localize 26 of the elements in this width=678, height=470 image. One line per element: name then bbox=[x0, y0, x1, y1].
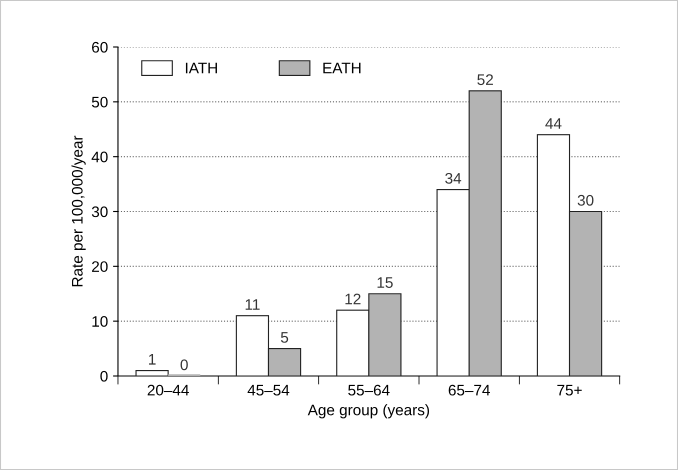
data-label: 44 bbox=[545, 118, 562, 129]
x-tick-label: 20–44 bbox=[148, 384, 189, 396]
y-tick-label: 60 bbox=[92, 42, 108, 53]
legend-label: EATH bbox=[323, 62, 360, 74]
y-tick-label: 40 bbox=[92, 152, 108, 162]
y-axis-title: Rate per 100,000/year bbox=[71, 136, 86, 286]
y-tick-label: 30 bbox=[92, 206, 108, 218]
data-label: 15 bbox=[378, 277, 393, 288]
x-tick-label: 45–54 bbox=[248, 384, 290, 396]
data-label: 1 bbox=[149, 354, 156, 365]
y-tick-label: 20 bbox=[92, 261, 108, 272]
legend-label: IATH bbox=[186, 62, 217, 74]
data-label: 12 bbox=[345, 294, 361, 304]
data-label: 30 bbox=[578, 194, 594, 206]
x-axis-title: Age group (years) bbox=[308, 404, 430, 418]
x-tick-label: 55–64 bbox=[348, 384, 390, 396]
data-label: 34 bbox=[445, 172, 462, 184]
data-label: 52 bbox=[477, 74, 493, 86]
x-tick-label: 65–74 bbox=[448, 384, 490, 396]
data-label: 11 bbox=[246, 299, 260, 310]
y-tick-label: 0 bbox=[100, 370, 108, 382]
y-tick-label: 10 bbox=[92, 316, 108, 327]
data-label: 0 bbox=[180, 359, 188, 370]
x-tick-label: 75+ bbox=[557, 384, 582, 396]
data-label: 5 bbox=[280, 332, 288, 343]
y-tick-label: 50 bbox=[92, 96, 108, 108]
